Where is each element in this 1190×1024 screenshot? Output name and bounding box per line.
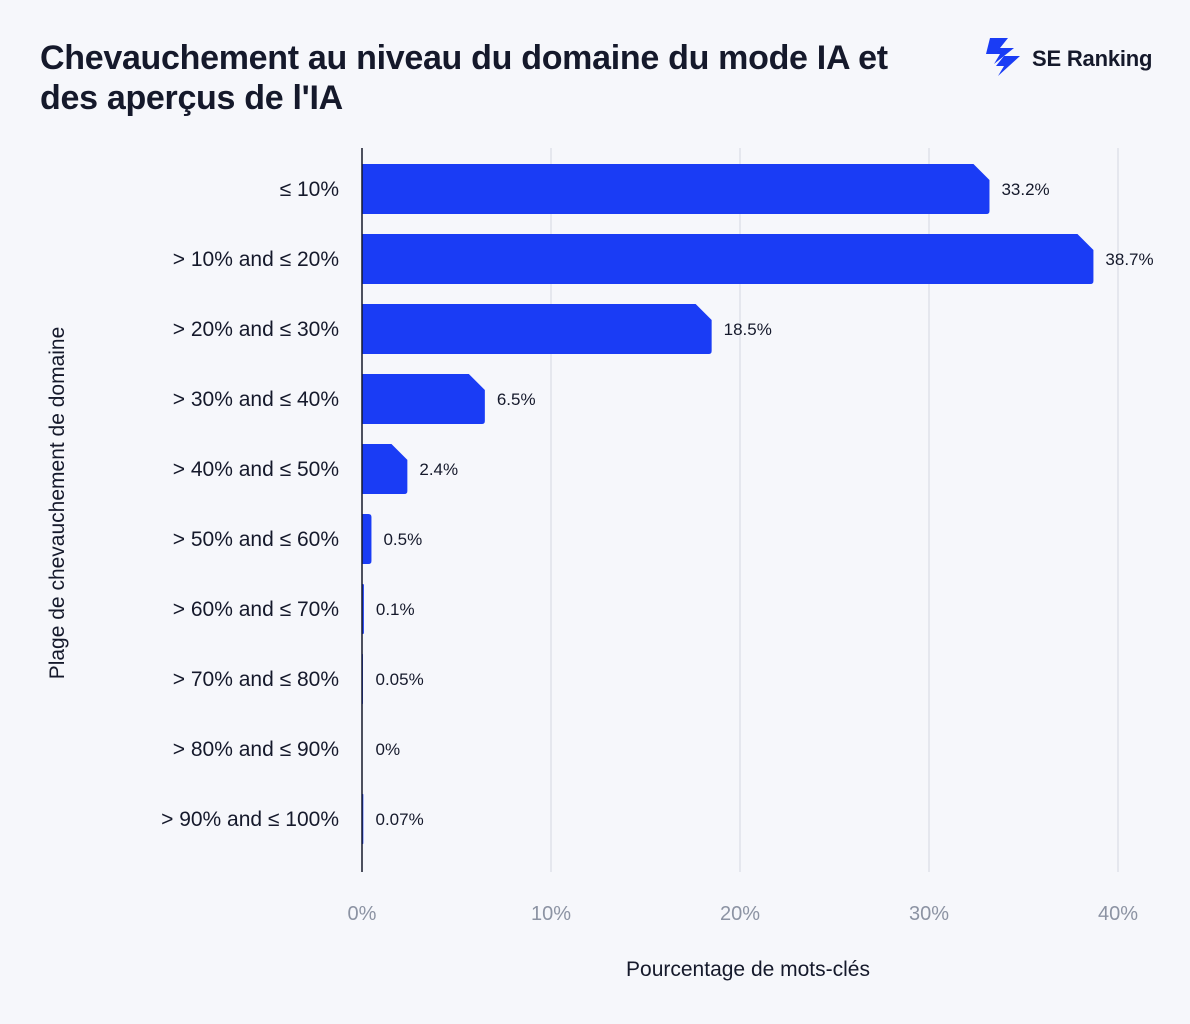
brand-logo: SE Ranking: [984, 36, 1153, 83]
category-label: > 80% and ≤ 90%: [173, 738, 339, 761]
x-tick-label: 30%: [909, 903, 949, 925]
category-label: > 20% and ≤ 30%: [173, 318, 339, 341]
bar: [362, 164, 990, 214]
category-label: > 40% and ≤ 50%: [173, 458, 339, 481]
category-label: > 30% and ≤ 40%: [173, 388, 339, 411]
data-label: 0.05%: [376, 670, 424, 689]
bar: [362, 374, 485, 424]
data-label: 0%: [376, 740, 401, 759]
data-label: 0.1%: [376, 600, 415, 619]
data-label: 38.7%: [1105, 250, 1153, 269]
labels: 0% 10% 20% 30% 40% ≤ 10% 33.2% > 10% and ≤ 20% 3…: [161, 178, 1154, 925]
brand-name: SE Ranking: [1032, 46, 1153, 71]
bars: [362, 164, 1094, 844]
data-label: 6.5%: [497, 390, 536, 409]
data-label: 2.4%: [419, 460, 458, 479]
data-label: 0.5%: [383, 530, 422, 549]
data-label: 33.2%: [1001, 180, 1049, 199]
x-axis-title: Pourcentage de mots-clés: [626, 958, 870, 981]
y-axis-title: Plage de chevauchement de domaine: [46, 327, 69, 680]
x-tick-label: 0%: [348, 903, 377, 925]
data-label: 0.07%: [376, 810, 424, 829]
data-label: 18.5%: [724, 320, 772, 339]
category-label: > 50% and ≤ 60%: [173, 528, 339, 551]
bar: [362, 514, 372, 564]
x-tick-label: 10%: [531, 903, 571, 925]
se-ranking-logo-icon: [984, 36, 1022, 83]
category-label: > 70% and ≤ 80%: [173, 668, 339, 691]
x-tick-label: 20%: [720, 903, 760, 925]
x-tick-label: 40%: [1098, 903, 1138, 925]
category-label: ≤ 10%: [280, 178, 339, 201]
chart-title: Chevauchement au niveau du domaine du mo…: [40, 39, 888, 117]
category-label: > 60% and ≤ 70%: [173, 598, 339, 621]
bar: [362, 304, 712, 354]
category-label: > 90% and ≤ 100%: [161, 808, 339, 831]
category-label: > 10% and ≤ 20%: [173, 248, 339, 271]
bar: [362, 234, 1094, 284]
bar: [362, 444, 408, 494]
